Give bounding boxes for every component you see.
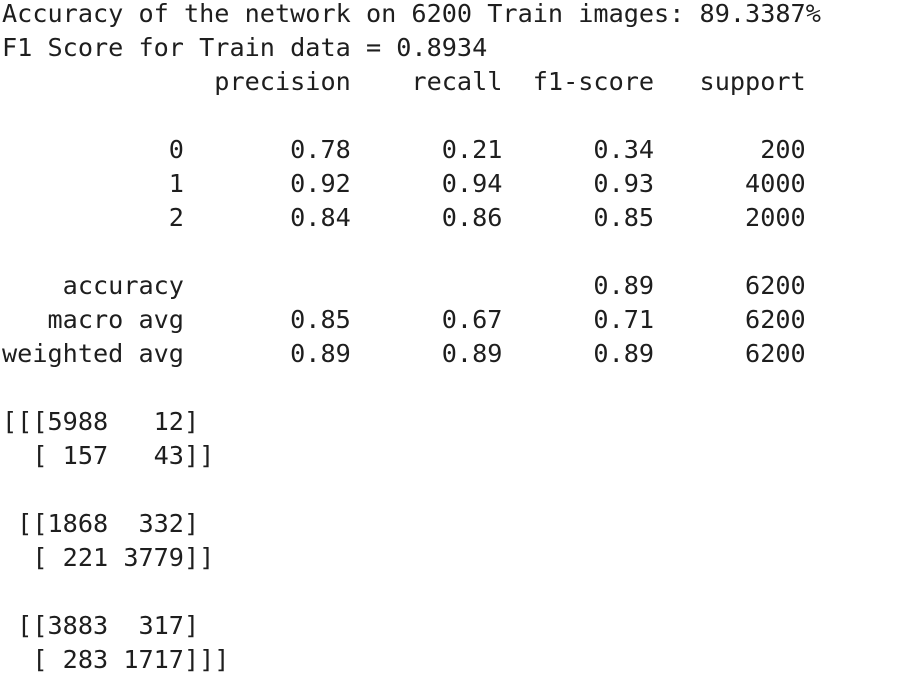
report-row-accuracy: accuracy 0.89 6200 xyxy=(2,271,806,300)
blank-line xyxy=(2,235,821,269)
blank-line xyxy=(2,371,821,405)
report-row-class-2: 2 0.84 0.86 0.85 2000 xyxy=(2,203,806,232)
confusion-matrix-line: [ 221 3779]] xyxy=(2,543,215,572)
console-output: Accuracy of the network on 6200 Train im… xyxy=(2,0,821,677)
f1-summary-line: F1 Score for Train data = 0.8934 xyxy=(2,33,488,62)
confusion-matrix-line: [[3883 317] xyxy=(2,611,200,640)
blank-line xyxy=(2,473,821,507)
blank-line xyxy=(2,99,821,133)
confusion-matrix-line: [[[5988 12] xyxy=(2,407,200,436)
accuracy-summary-line: Accuracy of the network on 6200 Train im… xyxy=(2,0,821,28)
confusion-matrix-line: [[1868 332] xyxy=(2,509,200,538)
report-row-class-0: 0 0.78 0.21 0.34 200 xyxy=(2,135,806,164)
confusion-matrix-line: [ 157 43]] xyxy=(2,441,215,470)
report-header-line: precision recall f1-score support xyxy=(2,67,806,96)
report-row-weighted-avg: weighted avg 0.89 0.89 0.89 6200 xyxy=(2,339,806,368)
report-row-macro-avg: macro avg 0.85 0.67 0.71 6200 xyxy=(2,305,806,334)
confusion-matrix-line: [ 283 1717]]] xyxy=(2,645,230,674)
report-row-class-1: 1 0.92 0.94 0.93 4000 xyxy=(2,169,806,198)
blank-line xyxy=(2,575,821,609)
